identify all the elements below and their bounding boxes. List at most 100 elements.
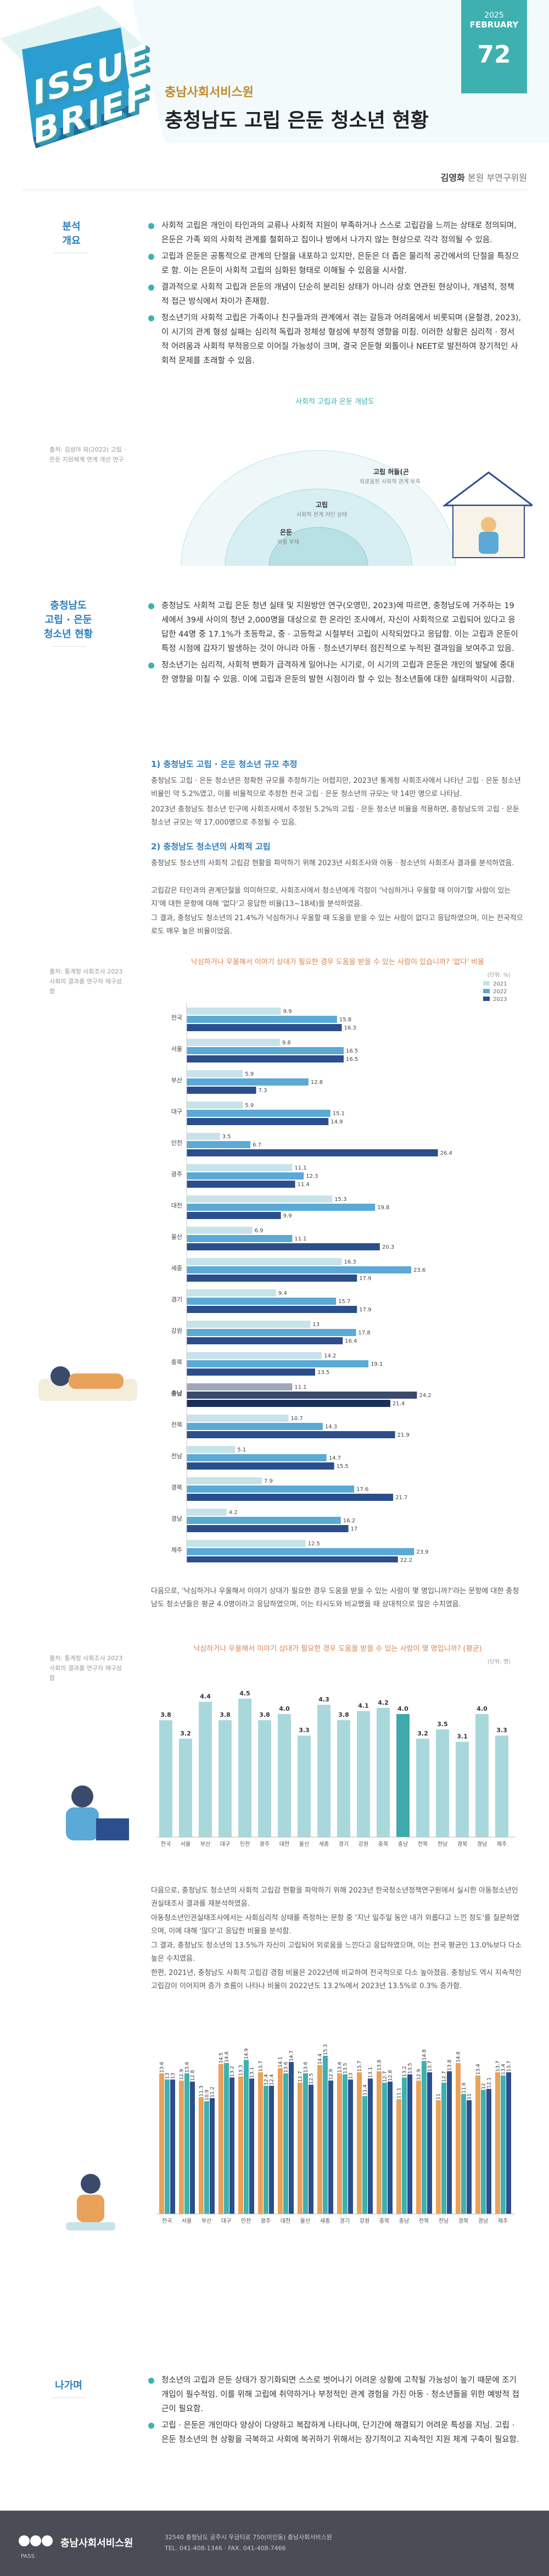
bar: [210, 2098, 215, 2214]
chart2-title: 낙심하거나 우울해서 이야기 상대가 필요한 경우 도움을 받을 수 있는 사람…: [193, 1645, 482, 1653]
bar: [249, 2078, 254, 2214]
bar-value-label: 11: [467, 2093, 473, 2099]
bar-value-label: 21.7: [395, 1495, 407, 1501]
bar-value-label: 14.7: [289, 2050, 295, 2061]
bar: [187, 1078, 309, 1086]
bar-value-label: 19.8: [377, 1205, 389, 1211]
bar: [224, 2063, 229, 2214]
bar: [278, 1714, 291, 1837]
bar-value-label: 13.4: [501, 2063, 507, 2074]
bar-value-label: 4.3: [318, 1696, 329, 1703]
bar: [187, 1494, 394, 1501]
bar-value-label: 13: [312, 1322, 320, 1328]
bar: [187, 1289, 276, 1297]
bar: [187, 1517, 341, 1524]
category-label: 경남: [477, 1840, 487, 1848]
bar-value-label: 14.2: [324, 1353, 336, 1359]
category-label: 경남: [478, 2217, 488, 2224]
page-title: 충청남도 고립 은둔 청소년 현황: [165, 109, 429, 132]
bar: [179, 2080, 184, 2214]
bar: [187, 1204, 376, 1211]
bar: [187, 1298, 337, 1305]
bar-value-label: 13: [349, 2073, 354, 2079]
bar: [187, 1392, 417, 1399]
bar: [187, 1368, 315, 1376]
bullet-item: 충청남도 사회적 고립 은둔 청년 실태 및 지원방안 연구(오영민, 2023…: [148, 599, 522, 656]
category-label: 세종: [319, 1841, 329, 1848]
category-label: 광주: [260, 1841, 270, 1848]
bar-value-label: 14.3: [325, 1424, 337, 1430]
bar-value-label: 10.7: [290, 1416, 302, 1422]
category-label: 대전: [279, 1841, 289, 1848]
category-label: 경북: [171, 1484, 182, 1491]
bar-value-label: 13.2: [230, 2066, 236, 2077]
concept-diagram: 사회적 고립과 은둔 개념도 고립 허들(곤 외로움된 사회적 관계 부족 고립…: [137, 396, 533, 566]
bar-value-label: 5.9: [245, 1103, 254, 1109]
bar-value-label: 16.5: [346, 1056, 358, 1062]
bar-value-label: 13.5: [317, 1370, 329, 1376]
bar-value-label: 4.5: [239, 1690, 250, 1697]
bar-value-label: 15.3: [323, 2044, 329, 2055]
bar-value-label: 13.4: [476, 2063, 481, 2074]
chart3-container: 13.6 13 13 전국 12.9 13.6 12.8 서울 11.3 10.9 11.2 부산 14…: [148, 2011, 527, 2241]
bar-value-label: 12.3: [306, 1173, 318, 1179]
bar-value-label: 3.1: [457, 1733, 468, 1740]
bar-value-label: 14.8: [422, 2049, 428, 2060]
bar: [187, 1275, 357, 1282]
bar-value-label: 6.7: [253, 1142, 261, 1148]
bar: [337, 1720, 350, 1837]
category-label: 서울: [171, 1045, 182, 1053]
category-label: 전남: [171, 1453, 182, 1460]
category-label: 충남: [171, 1389, 182, 1397]
diagram-outer-sub: 외로움된 사회적 관계 부족: [360, 479, 421, 485]
bar: [187, 1149, 438, 1156]
bar: [219, 2064, 223, 2214]
bar-value-label: 11.1: [294, 1236, 306, 1242]
bar-value-label: 13.1: [368, 2067, 374, 2078]
bar: [187, 1047, 344, 1054]
bar: [283, 2073, 288, 2214]
bar-value-label: 13.6: [160, 2062, 165, 2073]
bar-value-label: 23.9: [416, 1549, 428, 1555]
category-label: 광주: [261, 2218, 271, 2224]
bar: [416, 1738, 429, 1837]
category-label: 울산: [171, 1233, 182, 1240]
bar-value-label: 3.8: [220, 1711, 231, 1718]
bar-value-label: 22.2: [400, 1557, 412, 1562]
category-label: 광주: [171, 1171, 182, 1178]
bar-value-label: 13.7: [507, 2061, 512, 2072]
bar: [495, 2072, 500, 2214]
bar: [187, 1110, 330, 1117]
bar-value-label: 3.5: [222, 1134, 231, 1140]
category-label: 경기: [340, 2217, 350, 2224]
bar: [187, 1415, 289, 1422]
bar: [343, 2074, 348, 2214]
bar-value-label: 13.7: [259, 2061, 264, 2072]
bar-value-label: 20.3: [382, 1244, 394, 1250]
section1-label-line1: 분석: [62, 221, 81, 232]
bar-value-label: 5.9: [245, 1071, 254, 1077]
bar-value-label: 11.1: [294, 1384, 306, 1390]
bar-value-label: 13.6: [185, 2062, 191, 2073]
bar-value-label: 26.4: [440, 1150, 452, 1156]
diagram-inner-label: 은둔: [280, 528, 293, 536]
chart1-container: 낙심하거나 우울해서 이야기 상대가 필요한 경우 도움을 받을 수 있는 사람…: [148, 950, 527, 1566]
bar: [179, 1738, 192, 1837]
category-label: 대구: [220, 1841, 230, 1848]
para-after-chart2c: 그 결과, 충청남도 청소년의 13.5%가 자신이 고립되어 외로움을 느낀다…: [151, 1941, 522, 1963]
bar: [447, 2071, 452, 2214]
bar: [187, 1195, 333, 1203]
bar: [187, 1266, 412, 1273]
bar: [187, 1477, 262, 1484]
bar-value-label: 4.2: [229, 1510, 238, 1516]
bar-value-label: 13.7: [496, 2061, 501, 2072]
legend-swatch: [483, 989, 490, 993]
bullet-item: 청소년기는 심리적, 사회적 변화가 급격하게 일어나는 시기로, 이 시기의 …: [148, 658, 522, 687]
bar-value-label: 14.4: [318, 2054, 323, 2065]
category-label: 전국: [162, 2218, 172, 2224]
section3-label: 나가며: [55, 2380, 82, 2391]
category-label: 전국: [161, 1841, 171, 1848]
legend-label: 2022: [493, 989, 507, 995]
chart2-svg: (단위: 명) 3.8 전국 3.2 서울 4.4 부산 3.8 대구 4.5 인천 3.8 광주 4.0…: [156, 1658, 515, 1848]
bar: [357, 1711, 370, 1837]
